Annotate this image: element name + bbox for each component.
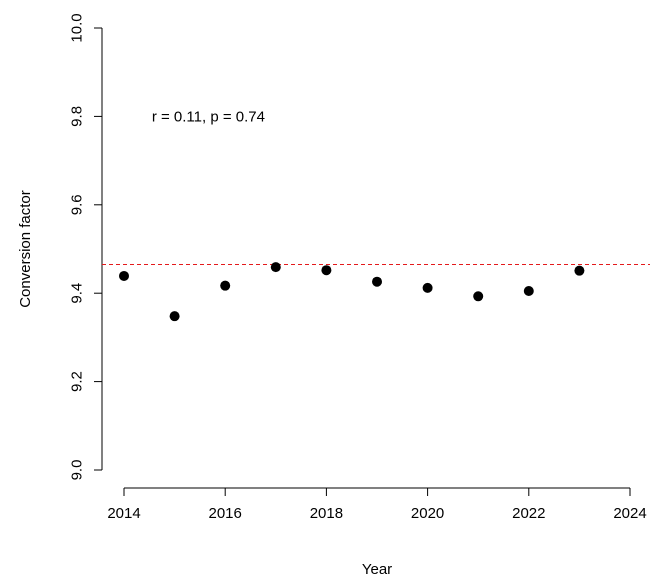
y-ticks: 9.0 9.2 9.4 9.6 9.8 10.0 bbox=[68, 13, 102, 480]
data-point bbox=[220, 280, 231, 291]
y-tick-label: 10.0 bbox=[68, 13, 85, 42]
y-tick-label: 9.2 bbox=[68, 371, 85, 392]
x-tick-label: 2022 bbox=[512, 505, 545, 522]
data-point bbox=[574, 265, 585, 276]
x-tick-label: 2024 bbox=[613, 505, 646, 522]
x-tick-label: 2018 bbox=[310, 505, 343, 522]
y-tick-label: 9.8 bbox=[68, 106, 85, 127]
correlation-annotation: r = 0.11, p = 0.74 bbox=[152, 109, 265, 126]
data-point bbox=[422, 282, 433, 293]
data-point bbox=[372, 276, 382, 287]
x-tick-label: 2014 bbox=[107, 505, 140, 522]
data-points bbox=[119, 262, 585, 322]
y-tick-label: 9.6 bbox=[68, 194, 85, 215]
data-point bbox=[270, 262, 281, 273]
x-tick-label: 2016 bbox=[209, 505, 242, 522]
axes bbox=[101, 28, 630, 489]
data-point bbox=[473, 291, 484, 302]
data-point bbox=[321, 265, 332, 276]
data-point bbox=[169, 311, 180, 322]
y-tick-label: 9.0 bbox=[68, 460, 85, 481]
data-point bbox=[523, 285, 534, 296]
x-axis-title: Year bbox=[362, 561, 392, 578]
y-tick-label: 9.4 bbox=[68, 283, 85, 304]
y-axis-title: Conversion factor bbox=[17, 190, 34, 308]
data-point bbox=[119, 270, 129, 281]
x-tick-label: 2020 bbox=[411, 505, 444, 522]
x-ticks: 2014 2016 2018 2020 2022 2024 bbox=[107, 488, 647, 522]
